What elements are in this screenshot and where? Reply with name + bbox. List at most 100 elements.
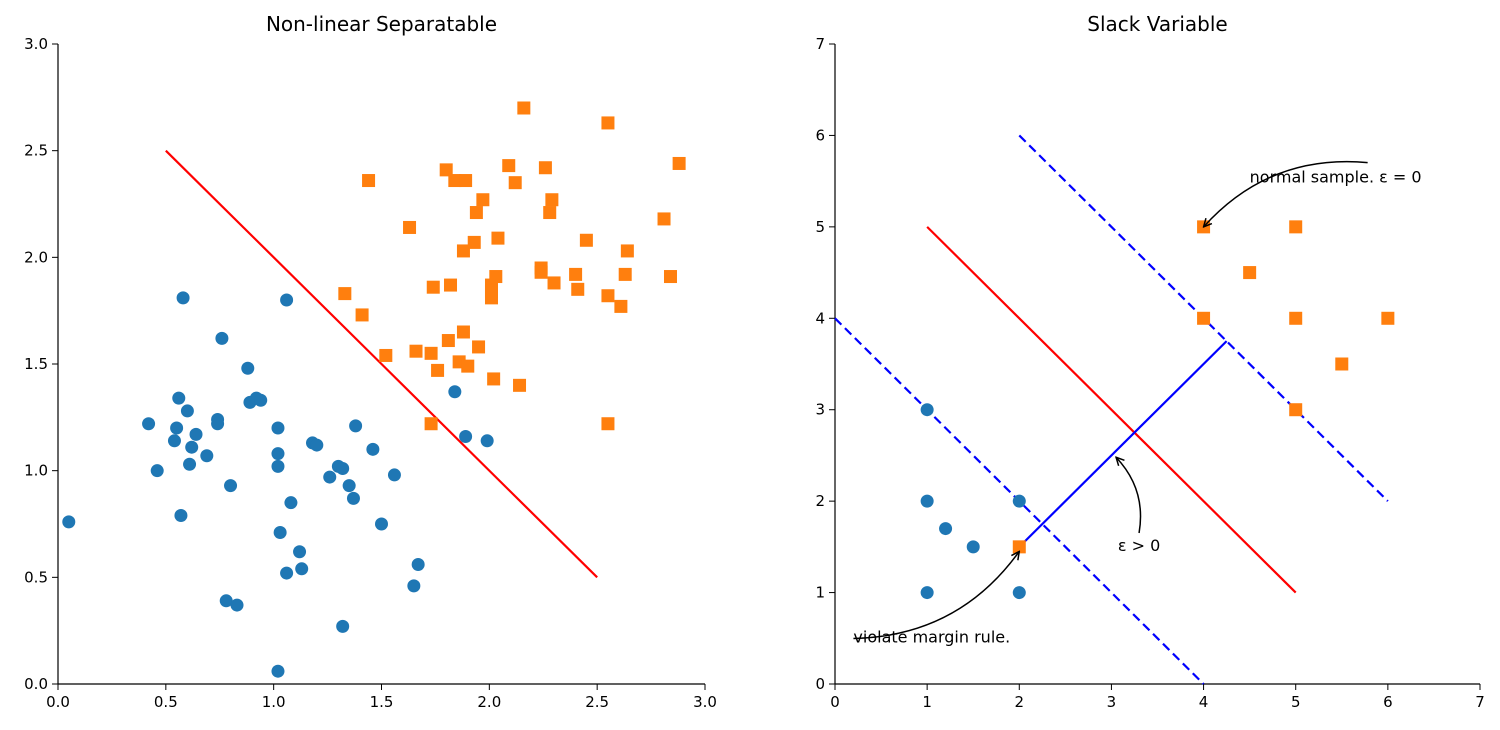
data-point-circle (280, 566, 294, 580)
data-point-square (508, 176, 522, 190)
data-point-circle (189, 427, 203, 441)
data-point-circle (349, 419, 363, 433)
data-point-square (614, 299, 628, 313)
data-point-square (439, 163, 453, 177)
data-point-circle (336, 619, 350, 633)
data-point-square (543, 206, 557, 220)
data-point-circle (224, 479, 238, 493)
data-point-square (601, 417, 615, 431)
data-point-square (538, 161, 552, 175)
data-point-square (663, 270, 677, 284)
data-point-square (379, 348, 393, 362)
data-point-square (579, 233, 593, 247)
data-point-square (338, 287, 352, 301)
y-tick-label: 0.5 (24, 568, 48, 586)
data-point-square (569, 267, 583, 281)
annotation-arrow (853, 551, 1019, 640)
data-point-circle (448, 385, 462, 399)
data-point-square (545, 193, 559, 207)
annotation-text: violate margin rule. (853, 627, 1010, 646)
data-point-square (461, 359, 475, 373)
y-tick-label: 0.0 (24, 675, 48, 693)
y-tick-label: 2.5 (24, 142, 48, 160)
data-point-circle (170, 421, 184, 435)
data-point-circle (183, 457, 197, 471)
x-tick-label: 2.5 (585, 693, 609, 711)
data-point-square (618, 267, 632, 281)
data-point-square (502, 159, 516, 173)
data-point-circle (284, 496, 298, 510)
data-point-circle (920, 403, 934, 417)
y-tick-label: 2.0 (24, 248, 48, 266)
data-point-circle (966, 540, 980, 554)
data-point-square (1012, 540, 1026, 554)
data-point-circle (254, 393, 268, 407)
data-point-circle (295, 562, 309, 576)
data-point-circle (939, 522, 953, 536)
data-point-square (547, 276, 561, 290)
annotation-arrow (1116, 457, 1142, 534)
data-point-circle (200, 449, 214, 463)
data-point-square (441, 334, 455, 348)
data-point-square (1289, 311, 1303, 325)
data-point-circle (280, 293, 294, 307)
x-tick-label: 1.5 (370, 693, 394, 711)
data-point-square (1335, 357, 1349, 371)
y-tick-label: 0 (815, 675, 825, 693)
data-point-square (487, 372, 501, 386)
x-tick-label: 6 (1383, 693, 1393, 711)
data-point-circle (142, 417, 156, 431)
data-point-circle (241, 361, 255, 375)
data-point-circle (185, 440, 199, 454)
data-point-square (362, 174, 376, 188)
data-point-circle (1012, 494, 1026, 508)
decision-line (1018, 340, 1228, 548)
data-point-circle (387, 468, 401, 482)
data-point-square (456, 244, 470, 258)
data-point-square (469, 206, 483, 220)
data-point-square (456, 325, 470, 339)
data-point-circle (1012, 586, 1026, 600)
data-point-circle (336, 462, 350, 476)
data-point-square (1289, 220, 1303, 234)
data-point-square (426, 280, 440, 294)
decision-line (926, 226, 1297, 594)
annotation-text: normal sample. ε = 0 (1250, 168, 1422, 187)
x-tick-label: 0 (830, 693, 840, 711)
data-point-circle (215, 331, 229, 345)
y-tick-label: 6 (815, 126, 825, 144)
y-tick-label: 2 (815, 492, 825, 510)
data-point-square (459, 174, 473, 188)
y-tick-label: 3 (815, 401, 825, 419)
x-tick-label: 1.0 (262, 693, 286, 711)
data-point-square (467, 235, 481, 249)
data-point-circle (219, 594, 233, 608)
y-tick-label: 1.5 (24, 355, 48, 373)
data-point-circle (920, 494, 934, 508)
x-tick-label: 2.0 (477, 693, 501, 711)
data-point-square (1289, 403, 1303, 417)
x-tick-label: 0.5 (154, 693, 178, 711)
y-tick-label: 7 (815, 35, 825, 53)
data-point-circle (150, 464, 164, 478)
chart-non-linear-separatable: Non-linear Separatable 0.0 0.5 1.0 1.5 2.0 2.… (24, 12, 717, 711)
data-point-circle (180, 404, 194, 418)
x-tick-label: 5 (1291, 693, 1301, 711)
data-point-circle (271, 447, 285, 461)
data-point-square (424, 346, 438, 360)
data-point-square (472, 340, 486, 354)
data-point-square (403, 220, 417, 234)
data-point-square (355, 308, 369, 322)
data-point-circle (480, 434, 494, 448)
x-tick-label: 3.0 (693, 693, 717, 711)
x-tick-label: 3 (1107, 693, 1117, 711)
data-point-circle (176, 291, 190, 305)
data-point-circle (459, 430, 473, 444)
x-tick-label: 1 (922, 693, 932, 711)
data-point-circle (167, 434, 181, 448)
data-point-square (1381, 311, 1395, 325)
data-point-square (601, 116, 615, 130)
data-point-square (424, 417, 438, 431)
y-tick-label: 4 (815, 309, 825, 327)
